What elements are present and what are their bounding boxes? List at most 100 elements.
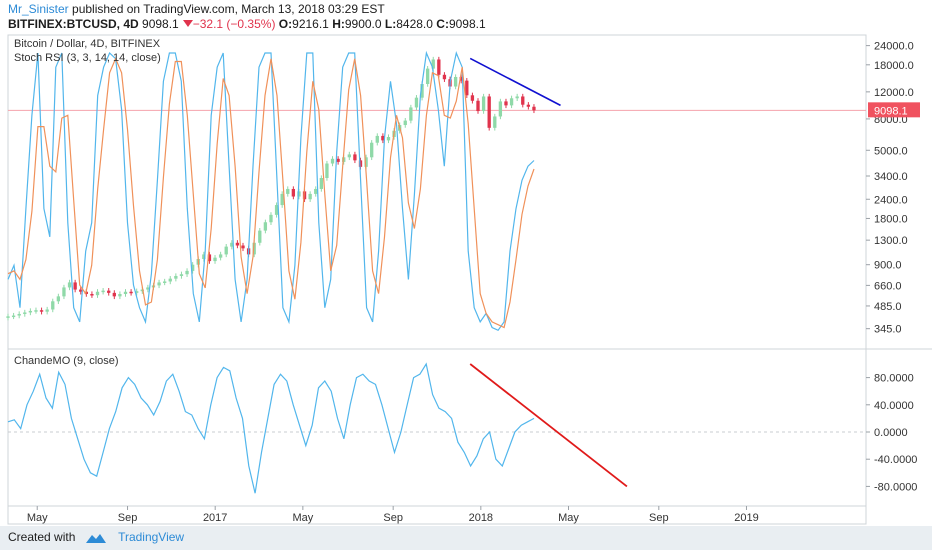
candle — [45, 309, 49, 312]
candle — [319, 178, 323, 189]
low-value: 8428.0 — [396, 17, 433, 31]
stoch-rsi-d-line — [7, 57, 535, 329]
candle — [67, 282, 72, 288]
candle — [129, 291, 133, 294]
price-pane[interactable]: 24000.018000.012000.08000.05000.03400.02… — [6, 41, 920, 336]
tradingview-logo-icon — [85, 533, 106, 543]
candle — [230, 242, 234, 247]
candle — [481, 96, 486, 112]
x-tick-label-1: Sep — [118, 512, 138, 524]
cmo-pane-title: ChandeMO (9, close) — [14, 355, 119, 367]
down-arrow-icon — [182, 20, 193, 27]
open-value: 9216.1 — [292, 17, 329, 31]
candle — [107, 290, 111, 293]
candle — [224, 246, 228, 255]
symbol-line: BITFINEX:BTCUSD, 4D 9098.1 −32.1 (−0.35%)… — [8, 16, 924, 32]
x-tick-label-6: May — [558, 512, 579, 524]
candle — [347, 154, 351, 158]
candle — [274, 205, 279, 215]
candle — [62, 287, 66, 297]
candle — [425, 68, 430, 85]
candle — [123, 291, 128, 295]
tradingview-brand-link[interactable]: TradingView — [118, 530, 185, 544]
cmo-y-tick-label-4: -80.0000 — [874, 481, 917, 493]
high-label: H: — [332, 17, 345, 31]
candle — [6, 316, 10, 318]
candle — [521, 96, 525, 105]
price-y-tick-label-7: 1800.0 — [874, 213, 908, 225]
candle — [179, 274, 184, 276]
candle — [386, 137, 391, 141]
close-value: 9098.1 — [448, 17, 486, 31]
candle — [202, 254, 206, 260]
candle — [90, 294, 94, 296]
price-change: −32.1 (−0.35%) — [192, 17, 276, 31]
cmo-pane[interactable]: 80.0000 40.0000 0.0000 -40.0000 -80.0000 — [7, 362, 917, 493]
published-text: published on TradingView.com, March 13, … — [72, 2, 385, 16]
candle — [39, 310, 44, 312]
price-y-tick-label-6: 2400.0 — [874, 194, 908, 206]
candle — [515, 96, 519, 99]
candle — [465, 80, 469, 96]
chart-border — [7, 34, 867, 525]
price-y-tick-label-0: 24000.0 — [874, 41, 914, 53]
candle — [487, 96, 491, 128]
candle — [23, 312, 27, 314]
candle — [28, 310, 33, 313]
footer-bar: Created with TradingView — [0, 526, 932, 550]
candle — [476, 100, 480, 112]
low-label: L: — [384, 17, 397, 31]
candle — [17, 313, 21, 316]
candle — [470, 95, 475, 101]
price-y-tick-label-11: 485.0 — [874, 301, 902, 313]
cmo-y-tick-label-2: 0.0000 — [874, 427, 908, 439]
candle — [213, 257, 217, 262]
candle — [269, 214, 273, 223]
x-tick-label-4: Sep — [383, 512, 403, 524]
candle — [174, 275, 178, 279]
candle — [442, 74, 447, 80]
price-y-tick-label-8: 1300.0 — [874, 235, 908, 247]
last-price: 9098.1 — [142, 17, 179, 31]
candle — [459, 76, 463, 81]
high-value: 9900.0 — [344, 17, 382, 31]
price-pane-title: Bitcoin / Dollar, 4D, BITFINEX — [14, 38, 161, 50]
cmo-y-tick-label-1: 40.0000 — [874, 400, 914, 412]
cmo-trendline — [469, 363, 628, 488]
candle — [95, 291, 100, 296]
candle — [146, 287, 150, 290]
candle — [314, 188, 318, 194]
cmo-y-tick-label-0: 80.0000 — [874, 373, 914, 385]
author-link[interactable]: Mr_Sinister — [8, 2, 69, 16]
candle — [258, 230, 262, 243]
candle — [252, 242, 256, 255]
x-tick-label-8: 2019 — [734, 512, 758, 524]
candle — [118, 294, 122, 297]
candle — [493, 116, 497, 128]
chart-area[interactable]: 24000.018000.012000.08000.05000.03400.02… — [0, 30, 932, 526]
candle — [263, 222, 268, 231]
price-y-tick-label-9: 900.0 — [874, 260, 902, 272]
candle — [79, 289, 83, 292]
price-trendline — [469, 57, 561, 107]
candle — [325, 163, 329, 179]
chart-frame — [7, 34, 932, 525]
candle — [431, 59, 435, 69]
candle — [140, 289, 144, 292]
stoch-rsi-k-line — [7, 50, 535, 332]
price-y-tick-label-12: 345.0 — [874, 324, 902, 336]
candle — [526, 104, 531, 107]
price-y-tick-label-4: 5000.0 — [874, 145, 908, 157]
candle — [168, 278, 172, 282]
open-label: O: — [278, 17, 293, 31]
candle — [235, 242, 240, 246]
candle — [509, 98, 514, 106]
candle — [358, 160, 363, 167]
candle — [336, 158, 340, 162]
time-axis[interactable]: May Sep 2017 May Sep 2018 May Sep 2019 — [27, 506, 759, 524]
candle — [280, 193, 284, 206]
candle — [157, 282, 161, 286]
x-tick-label-7: Sep — [649, 512, 669, 524]
x-tick-label-0: May — [27, 512, 48, 524]
candle — [291, 188, 296, 197]
